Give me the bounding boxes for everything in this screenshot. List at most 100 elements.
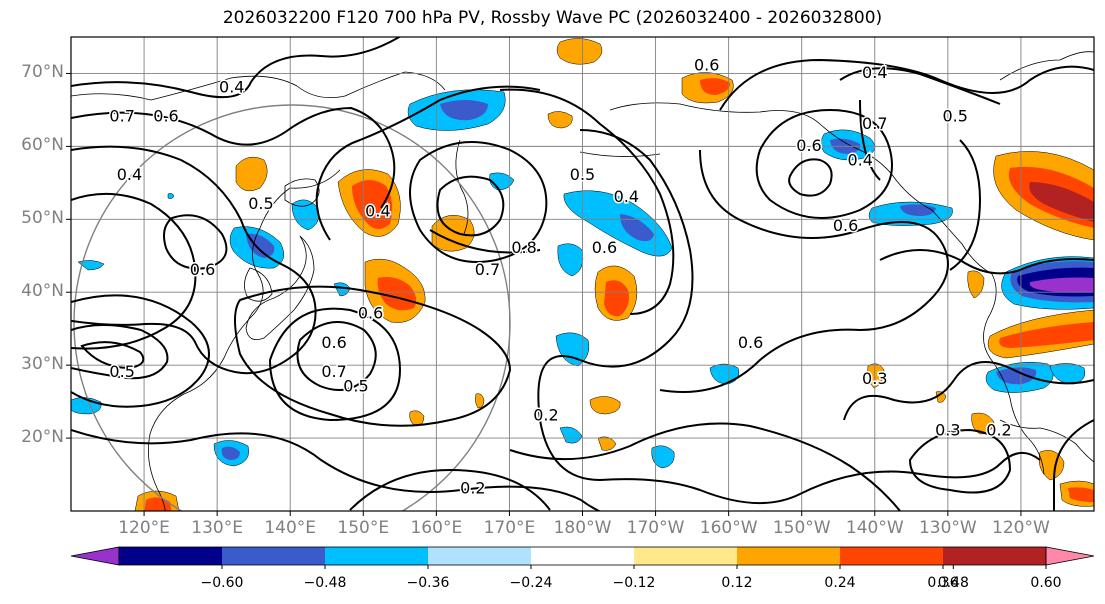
contour-labels: 0.7 0.60.40.40.50.60.60.60.70.50.50.40.70… — [108, 54, 1013, 499]
colorbar-tick-label: 0.48 — [937, 575, 969, 591]
colorbar-segment — [840, 547, 944, 565]
colorbar-segment — [119, 547, 223, 565]
lat-label: 20°N — [21, 427, 64, 448]
shade-blob — [589, 396, 621, 415]
shade-blob — [221, 446, 240, 460]
contour-label: 0.5 — [942, 107, 967, 126]
contour-label: 0.7 — [109, 107, 134, 126]
shade-blob — [700, 78, 730, 95]
figure-title: 2026032200 F120 700 hPa PV, Rossby Wave … — [222, 8, 883, 28]
contour-label: 0.3 — [862, 369, 887, 388]
lon-label: 120°E — [118, 518, 170, 538]
lat-label: 60°N — [21, 135, 64, 156]
shade-blob — [377, 277, 417, 311]
shade-blob — [604, 280, 629, 317]
shade-blob — [867, 363, 885, 389]
colorbar-frame — [118, 546, 1047, 566]
shade-blob — [651, 445, 675, 469]
lon-label: 160°W — [699, 518, 758, 538]
lon-label: 130°E — [191, 518, 243, 538]
contour-label: 0.6 — [153, 107, 178, 126]
shade-blob — [557, 243, 584, 277]
colorbar-tick-label: −0.60 — [200, 575, 244, 591]
shade-blob — [291, 199, 320, 231]
lon-label: 120°W — [992, 518, 1050, 538]
contour-label: 0.6 — [833, 216, 858, 235]
colorbar — [70, 546, 1095, 569]
shade-blob — [167, 193, 175, 199]
contour-label: 0.7 — [475, 260, 500, 279]
contour-label: 0.6 — [190, 260, 215, 279]
shade-blob — [967, 270, 985, 299]
shade-blob — [597, 436, 617, 451]
shade-blob — [1029, 182, 1094, 222]
colorbar-extend-low — [70, 546, 120, 566]
lon-label: 160°E — [410, 518, 463, 538]
contour-label: 0.4 — [117, 165, 142, 184]
shade-blob — [547, 111, 573, 129]
shade-blob — [1049, 363, 1086, 385]
pv-contours — [71, 37, 1094, 511]
colorbar-tick-label: 0.60 — [1030, 575, 1062, 591]
shade-blob — [409, 410, 425, 427]
shade-blob — [475, 393, 485, 409]
shade-blob — [999, 322, 1094, 348]
lon-label: 180°W — [553, 518, 612, 538]
lon-label: 130°W — [918, 518, 977, 538]
contour-label: 0.7 — [321, 362, 346, 381]
contour-label: 0.6 — [321, 333, 346, 352]
lat-label: 70°N — [21, 62, 64, 83]
colorbar-tick-label: −0.12 — [612, 575, 656, 591]
shade-blob — [1068, 487, 1094, 502]
contour-label: 0.3 — [935, 420, 960, 439]
contour-label: 0.6 — [358, 304, 383, 323]
contour-label: 0.4 — [847, 150, 872, 169]
colorbar-segment — [428, 547, 532, 565]
contour-label: 0.4 — [365, 202, 390, 221]
lat-label: 30°N — [21, 354, 64, 375]
contour-label: 0.4 — [614, 187, 639, 206]
shade-blob — [352, 180, 393, 229]
lat-label: 50°N — [21, 208, 64, 229]
shade-blob — [971, 412, 995, 435]
colorbar-tick-label: 0.12 — [721, 575, 753, 591]
contour-label: 0.6 — [796, 136, 821, 155]
colorbar-segment — [222, 547, 326, 565]
colorbar-tick-label: −0.48 — [303, 575, 347, 591]
contour-label: 0.6 — [694, 56, 719, 75]
lon-label: 140°W — [845, 518, 904, 538]
shade-blob — [1029, 277, 1094, 293]
contour-label: 0.5 — [109, 362, 134, 381]
colorbar-segment — [737, 547, 841, 565]
lon-label: 150°W — [772, 518, 831, 538]
contour-label: 0.5 — [343, 377, 368, 396]
lon-label: 170°E — [483, 518, 536, 538]
shade-blob — [246, 233, 275, 258]
shade-blob — [440, 100, 488, 121]
contour-label: 0.2 — [533, 406, 558, 425]
shade-blob — [431, 214, 475, 252]
colorbar-segment — [531, 547, 635, 565]
colorbar-extend-high — [1045, 546, 1095, 566]
shade-blob — [559, 426, 583, 444]
shade-blob — [996, 367, 1037, 385]
colorbar-segment — [943, 547, 1047, 565]
lon-label: 170°W — [626, 518, 685, 538]
domain-circle — [73, 104, 511, 511]
shade-blob — [77, 260, 105, 271]
pv-anomaly-shading — [71, 38, 1094, 511]
contour-label: 0.6 — [738, 333, 763, 352]
lat-label: 40°N — [21, 281, 64, 302]
lon-label: 150°E — [337, 518, 390, 538]
colorbar-segment — [634, 547, 738, 565]
shade-blob — [935, 391, 947, 403]
contour-label: 0.5 — [248, 194, 273, 213]
contour-label: 0.2 — [986, 420, 1011, 439]
contour-label: 0.8 — [511, 238, 536, 257]
contour-label: 0.4 — [862, 63, 887, 82]
shade-blob — [620, 214, 654, 242]
contour-label: 0.5 — [570, 165, 595, 184]
colorbar-segment — [325, 547, 429, 565]
axis-ticks — [66, 72, 1022, 516]
